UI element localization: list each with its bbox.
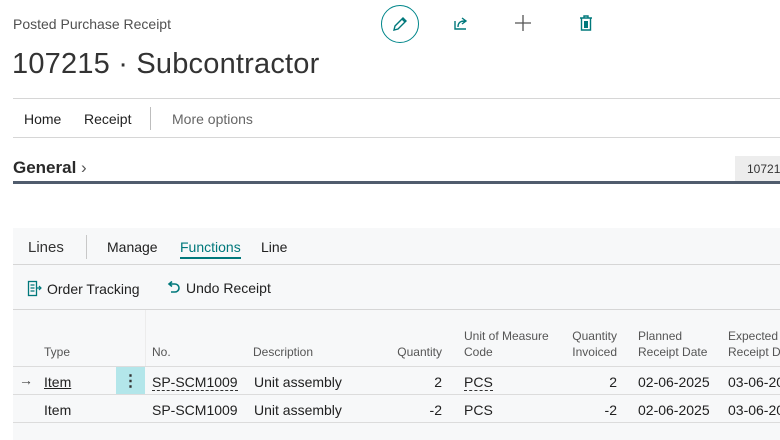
divider (13, 366, 780, 367)
divider (13, 394, 780, 395)
divider (13, 309, 780, 310)
order-tracking-label: Order Tracking (47, 280, 140, 297)
edit-button[interactable] (381, 5, 419, 43)
general-section-header[interactable]: General › (13, 158, 87, 178)
action-home[interactable]: Home (24, 111, 62, 127)
cell-qty-invoiced: 2 (609, 374, 617, 390)
cell-qty-invoiced: -2 (604, 402, 617, 418)
cell-description: Unit assembly (254, 374, 342, 390)
arrow-right-icon: → (19, 372, 33, 388)
delete-button[interactable] (575, 12, 597, 34)
cell-uom: PCS (464, 402, 493, 418)
cell-planned-date: 02-06-2025 (638, 374, 710, 390)
cell-uom[interactable]: PCS (464, 374, 493, 391)
chevron-right-icon: › (76, 158, 87, 177)
order-tracking-button[interactable]: Order Tracking (27, 280, 140, 297)
action-receipt[interactable]: Receipt (84, 111, 132, 127)
cell-quantity: -2 (429, 402, 442, 418)
divider (13, 137, 780, 138)
trash-icon (580, 15, 592, 31)
cell-quantity: 2 (434, 374, 442, 390)
section-underline (13, 181, 780, 184)
tab-manage[interactable]: Manage (107, 239, 158, 255)
divider (13, 98, 780, 99)
cell-planned-date: 02-06-2025 (638, 402, 710, 418)
divider (13, 422, 780, 423)
more-vertical-icon[interactable]: ⋮ (116, 367, 145, 394)
plus-icon (515, 15, 531, 31)
column-header-no[interactable]: No. (152, 345, 171, 359)
action-more-options[interactable]: More options (172, 111, 253, 127)
separator (86, 235, 87, 259)
general-field-value: 10721 (735, 156, 780, 181)
new-button[interactable] (512, 12, 534, 34)
divider (13, 264, 780, 265)
undo-receipt-label: Undo Receipt (186, 280, 271, 296)
tab-line[interactable]: Line (261, 239, 288, 255)
column-header-uom[interactable]: Unit of Measure Code (464, 329, 549, 359)
column-header-expected-date[interactable]: Expected Receipt Date (728, 329, 780, 359)
cell-type[interactable]: Item (44, 374, 72, 390)
cell-no: SP-SCM1009 (152, 402, 238, 418)
undo-icon (167, 280, 180, 293)
column-divider (145, 310, 146, 366)
lines-title: Lines (28, 239, 64, 256)
column-header-planned-date[interactable]: Planned Receipt Date (638, 329, 708, 359)
share-button[interactable] (450, 12, 472, 34)
share-icon (454, 17, 468, 30)
cell-description: Unit assembly (254, 402, 342, 418)
page-subtitle: Posted Purchase Receipt (13, 16, 171, 32)
column-header-type[interactable]: Type (44, 345, 71, 359)
column-header-qty-invoiced[interactable]: Quantity Invoiced (572, 329, 617, 359)
general-title: General (13, 158, 77, 177)
column-header-description[interactable]: Description (253, 345, 314, 359)
tab-functions[interactable]: Functions (180, 239, 241, 259)
undo-receipt-button[interactable]: Undo Receipt (166, 280, 271, 296)
column-header-quantity[interactable]: Quantity (397, 345, 442, 359)
cell-type: Item (44, 402, 72, 418)
pencil-icon (393, 17, 407, 31)
cell-expected-date: 03-06-2025 (728, 402, 780, 418)
lines-panel (13, 228, 780, 440)
order-tracking-icon (27, 280, 42, 297)
separator (150, 107, 151, 130)
cell-expected-date: 03-06-2025 (728, 374, 780, 390)
page-title: 107215 · Subcontractor (12, 48, 320, 80)
cell-no[interactable]: SP-SCM1009 (152, 374, 238, 391)
